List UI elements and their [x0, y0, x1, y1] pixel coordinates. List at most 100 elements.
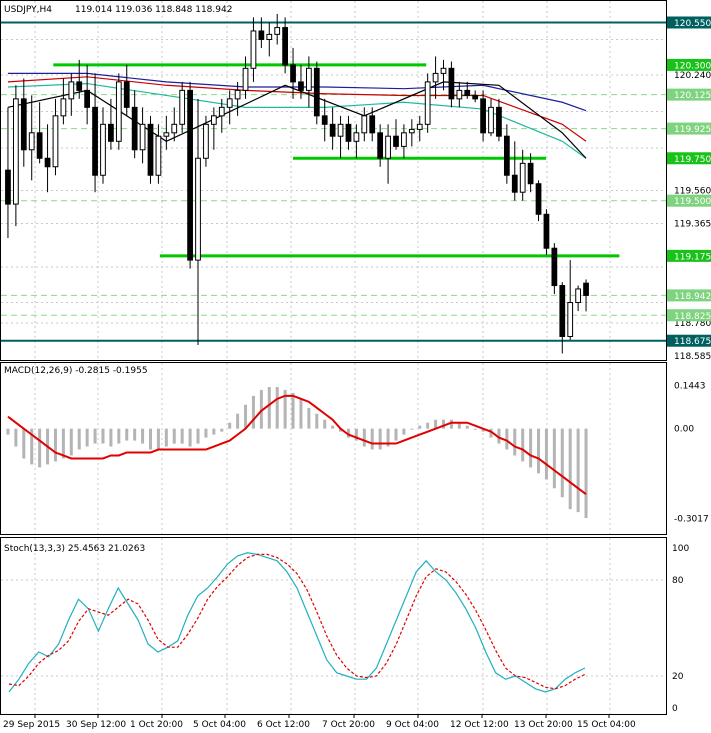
macd-axis-label--0.3017: -0.3017: [674, 515, 709, 525]
macd-bar-18: [149, 428, 152, 450]
macd-bar-15: [125, 428, 129, 441]
macd-bar-29: [236, 413, 240, 429]
macd-bar-34: [275, 386, 279, 429]
macd-bar-68: [544, 428, 548, 480]
candle-body-52: [416, 123, 423, 130]
macd-bar-24: [196, 428, 200, 444]
candle-body-46: [369, 115, 376, 134]
time-label-6: 9 Oct 04:00: [386, 720, 439, 730]
candle-body-23: [187, 89, 193, 261]
time-label-4: 6 Oct 12:00: [257, 720, 310, 730]
macd-bar-4: [38, 428, 42, 468]
candle-body-37: [298, 81, 304, 91]
macd-bar-54: [434, 419, 438, 429]
candle-body-69: [551, 247, 558, 287]
price-axis-label-119.365: 119.365: [674, 220, 711, 230]
candle-body-14: [115, 81, 122, 142]
time-label-9: 15 Oct 04:00: [577, 720, 636, 730]
macd-bar-2: [22, 428, 26, 459]
candle-body-39: [313, 67, 320, 117]
candle-body-7: [60, 98, 67, 117]
macd-bar-65: [521, 428, 525, 462]
candle-body-10: [84, 89, 91, 108]
candle-body-36: [290, 64, 296, 83]
price-grid: [1, 1, 666, 360]
candle-body-48: [385, 135, 391, 159]
candle-body-38: [306, 67, 312, 91]
macd-bar-72: [576, 428, 580, 513]
candle-body-51: [408, 128, 415, 134]
macd-bar-39: [315, 413, 319, 429]
macd-bar-0: [6, 428, 10, 435]
candle-body-17: [139, 123, 146, 151]
stoch-axis-label-20: 20: [672, 672, 684, 682]
macd-bar-8: [69, 428, 73, 456]
price-tag-bg-119.500: [667, 194, 711, 207]
macd-signal-line: [7, 394, 587, 496]
price-tag-bg-118.942: [667, 289, 711, 302]
candle-body-63: [503, 135, 510, 176]
price-axis-label-120.240: 120.240: [674, 71, 711, 81]
candle-body-6: [52, 115, 59, 168]
price-axis-label-118.585: 118.585: [674, 352, 711, 362]
macd-bar-56: [449, 419, 453, 429]
macd-bar-30: [244, 404, 248, 429]
macd-bar-27: [220, 428, 224, 432]
macd-axis-label-0.1443: 0.1443: [674, 382, 706, 392]
stochastic-grid: [1, 538, 666, 714]
candle-body-0: [5, 169, 11, 205]
candle-body-58: [464, 89, 471, 96]
time-label-8: 13 Oct 20:00: [514, 720, 573, 730]
price-pane-frame: [0, 0, 667, 361]
macd-bar-45: [362, 428, 366, 447]
candle-body-41: [329, 123, 336, 137]
candle-body-18: [147, 123, 154, 176]
moving-average-red: [7, 76, 587, 142]
candle-body-47: [377, 132, 384, 159]
candle-body-43: [345, 123, 352, 142]
macd-bar-47: [378, 428, 382, 450]
candle-body-70: [559, 285, 566, 337]
macd-bar-58: [465, 425, 469, 429]
candle-body-8: [68, 81, 75, 100]
time-label-2: 1 Oct 20:00: [130, 720, 183, 730]
candle-body-27: [218, 106, 225, 117]
macd-bar-55: [442, 419, 445, 429]
macd-bar-41: [331, 425, 335, 429]
macd-axis: 0.1443 0.00 -0.3017: [674, 382, 709, 525]
macd-bar-53: [426, 422, 430, 429]
time-label-1: 30 Sep 12:00: [66, 720, 126, 730]
macd-axis-label-0.00: 0.00: [674, 425, 694, 435]
macd-bar-71: [568, 428, 572, 510]
macd-bar-22: [180, 428, 184, 444]
macd-bar-36: [291, 392, 295, 429]
macd-bar-33: [267, 386, 271, 429]
macd-bar-10: [85, 428, 89, 447]
price-levels: [1, 21, 666, 342]
price-tag-120.125: 120.125: [674, 91, 711, 101]
price-tag-120.300: 120.300: [674, 61, 711, 71]
candle-body-40: [321, 115, 328, 125]
price-tag-119.925: 119.925: [674, 125, 711, 135]
price-tag-bg-118.825: [667, 309, 711, 322]
macd-bar-42: [339, 428, 343, 432]
candle-body-16: [131, 106, 138, 151]
candle-body-55: [440, 67, 447, 74]
stochastic-axis: 100 80 20 0: [672, 544, 689, 714]
macd-bar-73: [584, 428, 588, 519]
macd-bar-67: [537, 428, 541, 474]
candle-body-19: [155, 135, 162, 176]
macd-bar-57: [457, 422, 461, 429]
macd-bar-9: [77, 428, 81, 450]
macd-bar-69: [552, 428, 556, 489]
price-tag-118.675: 118.675: [674, 337, 711, 347]
price-tag-bg-119.750: [667, 152, 711, 165]
candle-body-13: [108, 123, 114, 142]
macd-bar-59: [473, 428, 477, 430]
macd-bar-51: [410, 428, 414, 430]
candle-body-62: [496, 106, 502, 137]
macd-bar-14: [117, 428, 121, 444]
macd-bar-20: [164, 428, 168, 447]
macd-bar-43: [346, 428, 350, 438]
